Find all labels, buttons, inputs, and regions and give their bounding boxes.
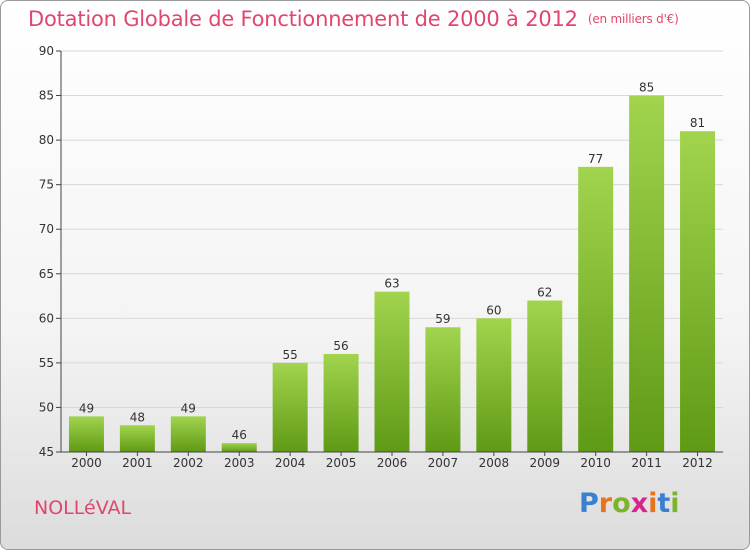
y-tick-label: 80: [39, 133, 54, 147]
x-tick-label: 2006: [377, 456, 408, 470]
bar: [527, 300, 563, 452]
bar: [221, 443, 257, 452]
bar: [170, 416, 206, 452]
data-label: 59: [435, 312, 450, 326]
x-tick-label: 2003: [224, 456, 255, 470]
chart-title-text: Dotation Globale de Fonctionnement de 20…: [28, 7, 578, 31]
data-label: 48: [130, 410, 145, 424]
y-tick-label: 85: [39, 89, 54, 103]
x-tick-label: 2012: [682, 456, 713, 470]
bar: [578, 166, 614, 452]
y-tick-label: 65: [39, 267, 54, 281]
bar: [119, 425, 155, 452]
data-label: 49: [181, 401, 196, 415]
value-labels: 49 48 49 46 55 56 63 59 60 62 77 85 81: [79, 81, 705, 443]
data-label: 49: [79, 401, 94, 415]
x-tick-label: 2001: [122, 456, 153, 470]
x-tick-label: 2008: [479, 456, 510, 470]
chart-subtitle: (en milliers d'€): [587, 12, 679, 26]
data-label: 56: [333, 339, 348, 353]
y-tick-label: 60: [39, 311, 54, 325]
x-tick-label: 2007: [428, 456, 459, 470]
y-tick-label: 70: [39, 222, 54, 236]
logo-letter: i: [670, 488, 680, 519]
proxiti-logo: Proxiti: [579, 488, 680, 519]
bar: [680, 131, 716, 452]
logo-letter: x: [630, 488, 649, 519]
x-tick-label: 2005: [326, 456, 357, 470]
bar: [476, 318, 512, 452]
bar: [272, 362, 308, 452]
bars: [68, 95, 716, 453]
logo-letter: P: [579, 488, 599, 519]
data-label: 60: [486, 303, 501, 317]
y-tick-label: 55: [39, 356, 54, 370]
data-label: 85: [639, 81, 654, 95]
data-label: 55: [283, 348, 298, 362]
x-tick-label: 2009: [529, 456, 560, 470]
data-label: 62: [537, 286, 552, 300]
y-tick-label: 45: [39, 445, 54, 459]
x-tick-label: 2000: [71, 456, 102, 470]
data-label: 77: [588, 152, 603, 166]
bar: [425, 327, 461, 452]
bar: [323, 353, 359, 452]
y-tick-label: 50: [39, 400, 54, 414]
x-tick-label: 2004: [275, 456, 306, 470]
axes: 45 50 55 60 65 70 75 80 85 90 2000 2001 2002 2003 2004…: [39, 44, 723, 470]
bar: [629, 95, 665, 453]
bar: [374, 291, 410, 452]
y-tick-label: 90: [39, 44, 54, 58]
logo-letter: o: [612, 488, 631, 519]
data-label: 46: [232, 428, 247, 442]
logo-letter: t: [657, 488, 671, 519]
bar: [68, 416, 104, 452]
logo-letter: i: [648, 488, 658, 519]
chart-title: Dotation Globale de Fonctionnement de 20…: [28, 7, 679, 31]
data-label: 81: [690, 116, 705, 130]
data-label: 63: [384, 277, 399, 291]
commune-name: NOLLéVAL: [34, 497, 132, 519]
x-tick-label: 2002: [173, 456, 204, 470]
x-tick-label: 2011: [631, 456, 662, 470]
logo-letter: r: [598, 488, 613, 519]
y-tick-label: 75: [39, 178, 54, 192]
x-tick-label: 2010: [580, 456, 611, 470]
